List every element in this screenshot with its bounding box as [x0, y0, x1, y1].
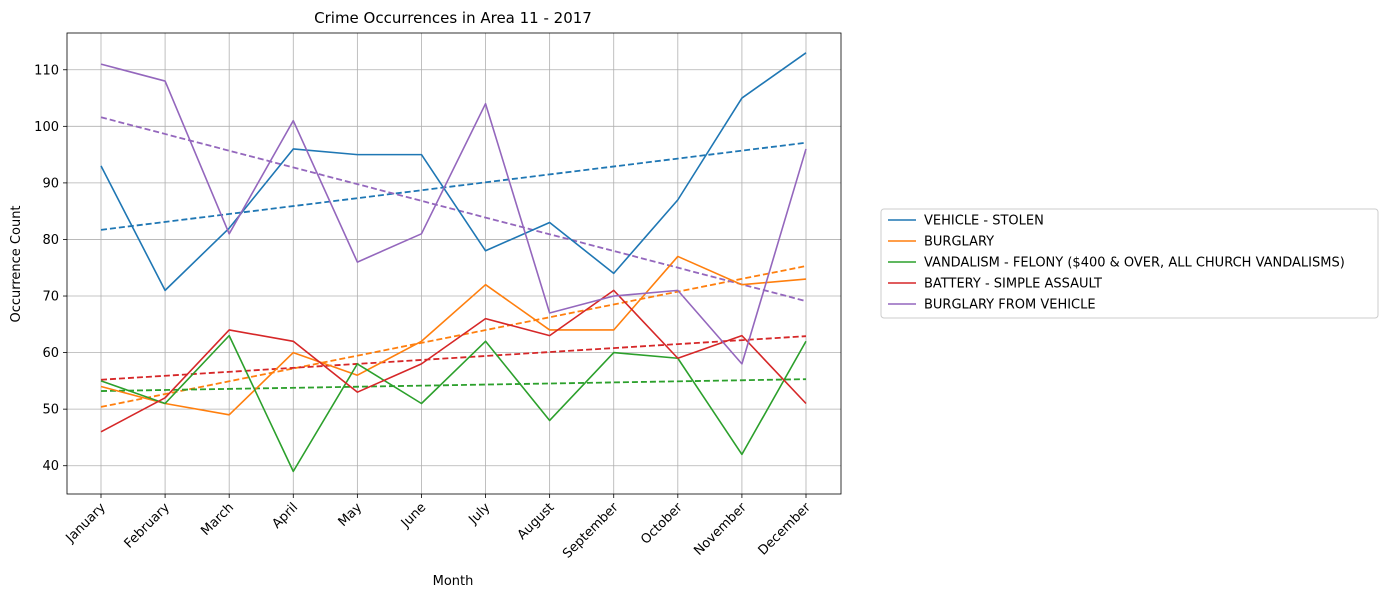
series-line-3 [100, 289, 807, 433]
y-tick-label: 50 [42, 403, 59, 418]
grid [67, 33, 841, 494]
x-tick-label: March [198, 500, 237, 539]
y-tick-label: 80 [42, 233, 59, 248]
x-tick-label: January [63, 500, 109, 546]
x-tick-label: July [466, 500, 494, 528]
legend-label: VANDALISM - FELONY ($400 & OVER, ALL CHU… [924, 256, 1345, 271]
trendline-0 [100, 141, 807, 231]
legend-label: BATTERY - SIMPLE ASSAULT [924, 277, 1102, 292]
x-tick-label: September [560, 500, 622, 562]
trendline-1 [100, 265, 807, 408]
series-line-0 [100, 52, 807, 292]
x-tick-label: May [336, 500, 366, 530]
legend-label: BURGLARY FROM VEHICLE [924, 298, 1096, 313]
legend-box [880, 208, 1379, 319]
x-tick-label: October [638, 500, 686, 548]
series-line-4 [100, 63, 807, 365]
legend-label: VEHICLE - STOLEN [924, 214, 1044, 229]
x-axis-title: Month [433, 574, 474, 589]
legend-label: BURGLARY [924, 235, 994, 250]
x-tick-label: February [122, 500, 174, 552]
y-tick-label: 90 [42, 176, 59, 191]
y-axis-title: Occurrence Count [9, 205, 24, 322]
y-tick-label: 60 [42, 346, 59, 361]
x-tick-label: August [515, 500, 558, 543]
chart-title: Crime Occurrences in Area 11 - 2017 [314, 9, 592, 27]
y-tick-label: 110 [34, 63, 59, 78]
y-tick-label: 70 [42, 290, 59, 305]
y-tick-label: 100 [34, 120, 59, 135]
x-tick-label: December [756, 500, 815, 559]
x-tick-label: April [269, 500, 301, 532]
trendline-3 [100, 335, 807, 381]
trendlines [100, 116, 807, 408]
series-line-1 [100, 255, 807, 416]
x-tick-label: June [398, 500, 429, 531]
y-tick-label: 40 [42, 459, 59, 474]
series-line-2 [100, 334, 807, 473]
axes: 40 50 60 70 80 90 100 110 January February March Ap… [34, 32, 842, 562]
legend: VEHICLE - STOLEN BURGLARY VANDALISM - FELO… [880, 208, 1379, 319]
plot-frame [66, 32, 842, 495]
trendline-4 [100, 116, 807, 302]
series-lines [100, 52, 807, 473]
x-tick-label: November [691, 500, 750, 559]
trendline-2 [100, 378, 807, 392]
